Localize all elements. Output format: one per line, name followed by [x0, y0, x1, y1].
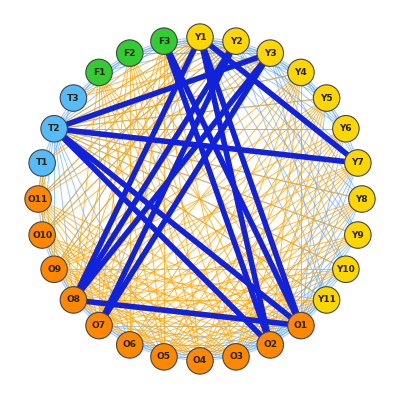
- Text: Y7: Y7: [352, 158, 364, 168]
- Text: T3: T3: [67, 94, 80, 103]
- Text: Y2: Y2: [230, 37, 242, 46]
- Circle shape: [41, 256, 67, 283]
- Circle shape: [60, 85, 87, 111]
- Circle shape: [187, 348, 213, 374]
- Text: T2: T2: [48, 124, 60, 133]
- Circle shape: [116, 40, 143, 66]
- Text: O11: O11: [28, 195, 48, 203]
- Circle shape: [29, 222, 56, 248]
- Text: Y3: Y3: [264, 49, 276, 58]
- Text: O4: O4: [193, 356, 207, 365]
- Circle shape: [344, 222, 371, 248]
- Text: F3: F3: [158, 37, 170, 46]
- Circle shape: [313, 85, 340, 111]
- Text: F2: F2: [124, 49, 136, 58]
- Circle shape: [41, 115, 67, 142]
- Circle shape: [86, 312, 112, 339]
- Circle shape: [223, 28, 249, 55]
- Circle shape: [151, 28, 177, 55]
- Text: Y4: Y4: [294, 68, 307, 77]
- Circle shape: [60, 287, 87, 313]
- Circle shape: [333, 115, 359, 142]
- Text: Y1: Y1: [194, 33, 206, 42]
- Circle shape: [333, 256, 359, 283]
- Text: Y6: Y6: [340, 124, 352, 133]
- Circle shape: [86, 59, 112, 86]
- Text: T1: T1: [36, 158, 48, 168]
- Text: O8: O8: [66, 295, 80, 304]
- Text: Y10: Y10: [336, 265, 355, 274]
- Circle shape: [257, 332, 284, 358]
- Text: Y11: Y11: [317, 295, 336, 304]
- Text: O7: O7: [92, 321, 106, 330]
- Circle shape: [344, 150, 371, 176]
- Circle shape: [187, 24, 213, 50]
- Text: O1: O1: [294, 321, 308, 330]
- Text: Y8: Y8: [356, 195, 368, 203]
- Circle shape: [223, 343, 249, 370]
- Circle shape: [257, 40, 284, 66]
- Text: O6: O6: [123, 340, 137, 349]
- Text: O9: O9: [47, 265, 61, 274]
- Circle shape: [349, 186, 375, 212]
- Text: F1: F1: [93, 68, 105, 77]
- Circle shape: [288, 312, 314, 339]
- Circle shape: [25, 186, 51, 212]
- Text: O10: O10: [32, 230, 52, 240]
- Circle shape: [313, 287, 340, 313]
- Text: O3: O3: [229, 352, 243, 361]
- Text: Y5: Y5: [320, 94, 333, 103]
- Circle shape: [151, 343, 177, 370]
- Text: O2: O2: [263, 340, 277, 349]
- Text: O5: O5: [157, 352, 171, 361]
- Circle shape: [29, 150, 56, 176]
- Circle shape: [288, 59, 314, 86]
- Circle shape: [116, 332, 143, 358]
- Text: Y9: Y9: [352, 230, 364, 240]
